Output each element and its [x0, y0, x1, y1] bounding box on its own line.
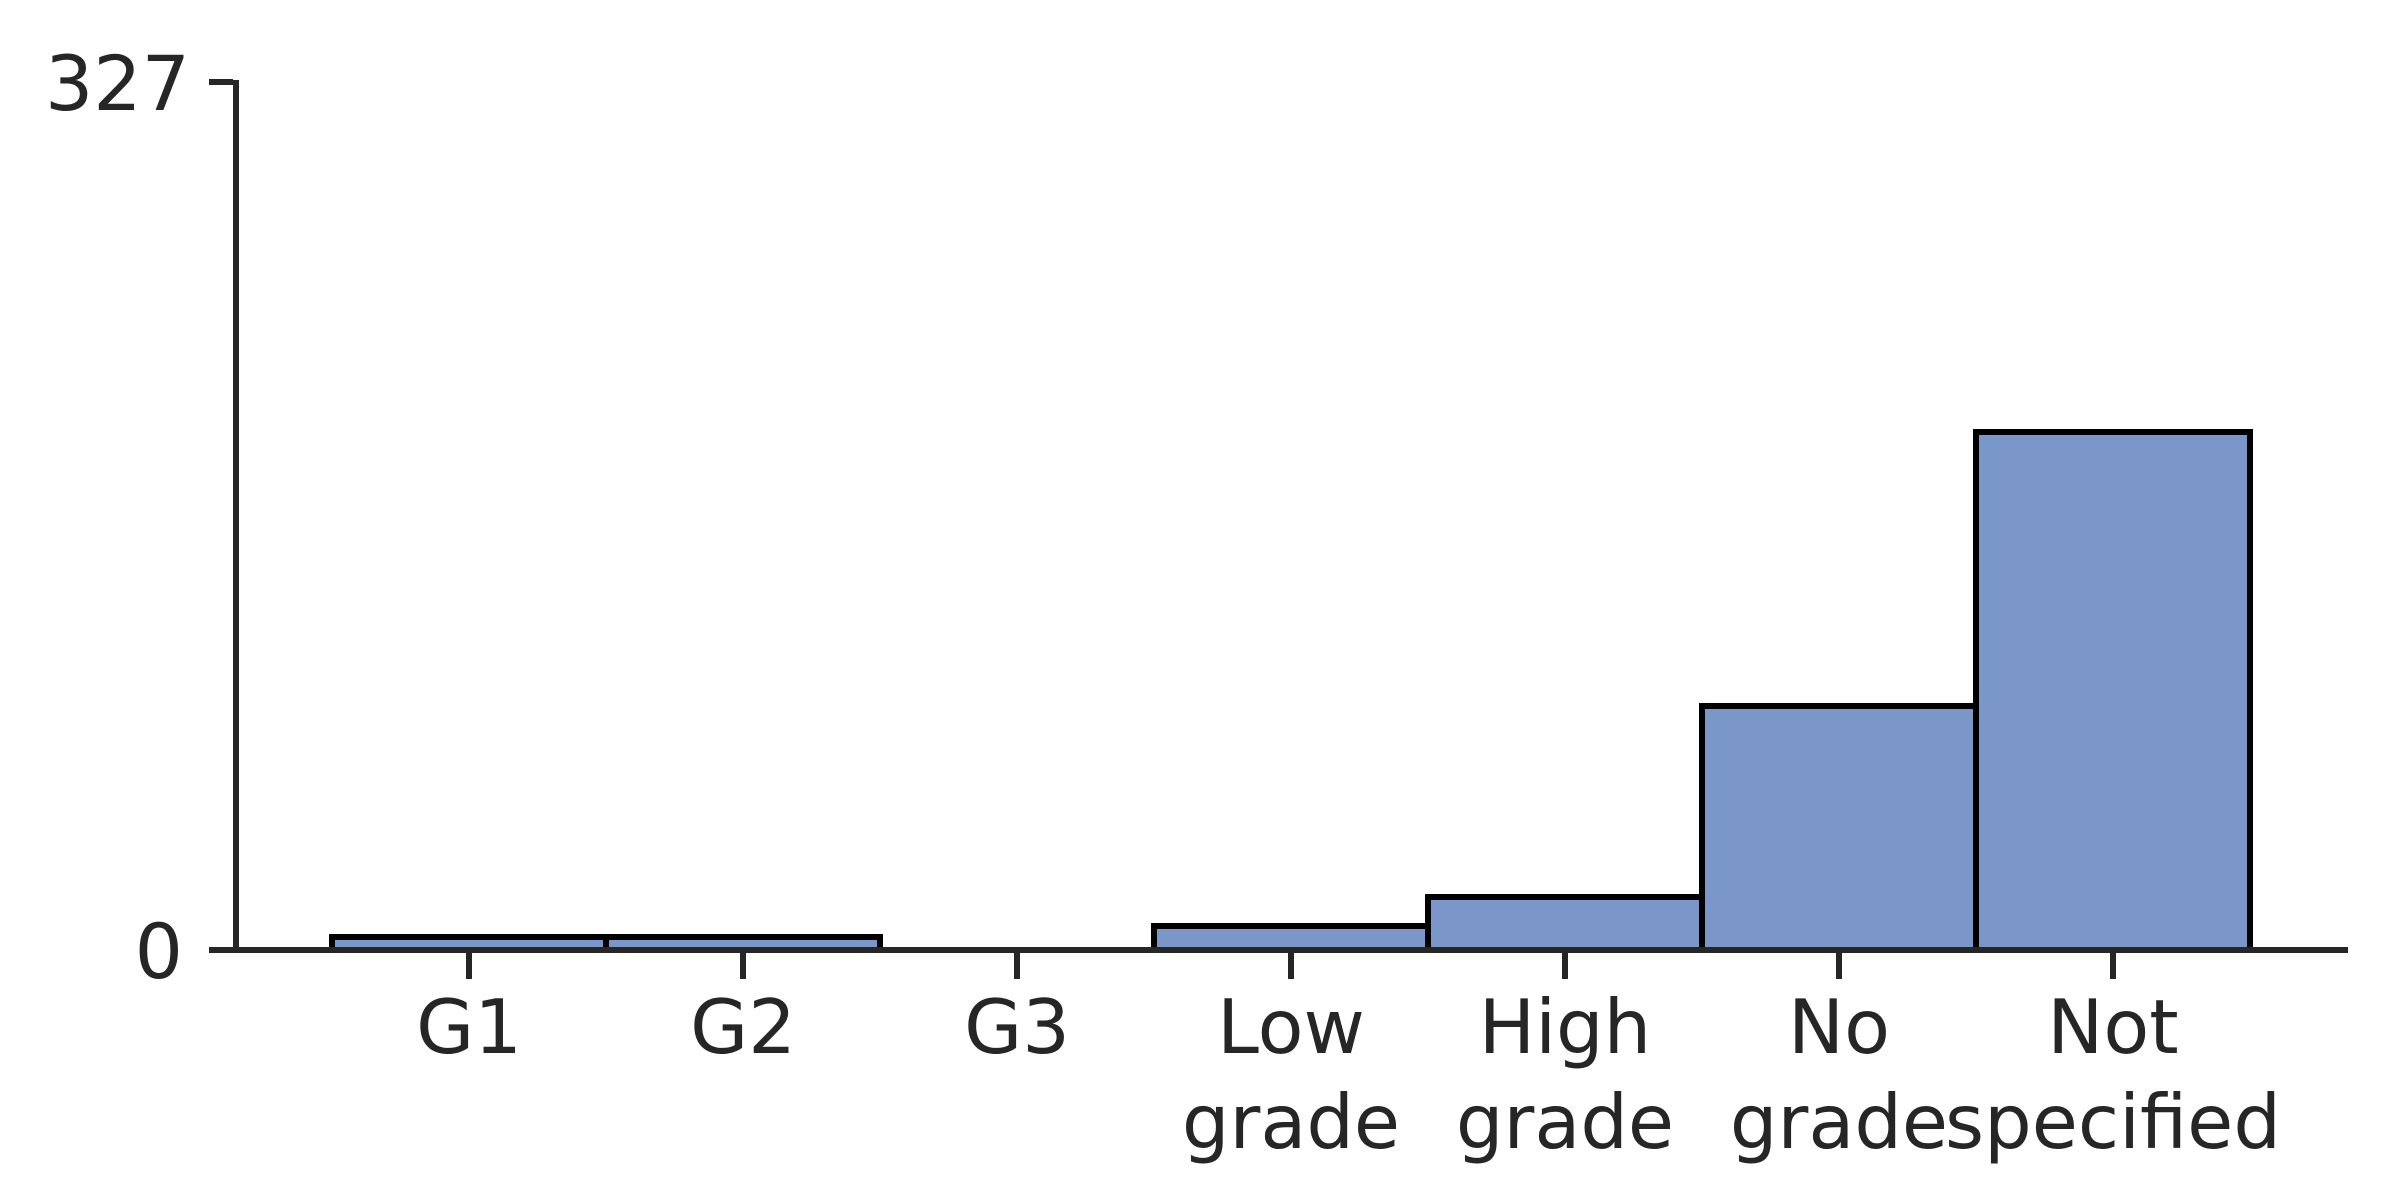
x-axis-label-line: G2 — [690, 983, 796, 1071]
x-axis-label-not-specified: Not specified — [1853, 980, 2373, 1170]
y-axis-label-327: 327 — [44, 39, 190, 128]
bar-no-grade — [1699, 702, 1979, 953]
y-axis-tick-max — [209, 79, 233, 85]
x-axis-label-low-grade: Low grade — [1031, 980, 1551, 1170]
x-axis-tick-g1 — [466, 953, 472, 979]
y-axis-line — [233, 80, 239, 953]
x-axis-tick-not-specified — [2110, 953, 2116, 979]
x-axis-label-g1: G1 — [209, 980, 729, 1075]
x-axis-line — [233, 947, 2348, 953]
x-axis-label-line: G3 — [964, 983, 1070, 1071]
bar-not-specified — [1973, 429, 2253, 953]
x-axis-label-no-grade: No grade — [1579, 980, 2099, 1170]
x-axis-label-high-grade: High grade — [1305, 980, 1825, 1170]
x-axis-label-line: Not — [2047, 983, 2179, 1071]
y-axis-label-0: 0 — [134, 907, 183, 996]
x-axis-label-line: G1 — [416, 983, 522, 1071]
x-axis-label-line: specified — [1945, 1078, 2281, 1166]
x-axis-tick-g3 — [1014, 953, 1020, 979]
x-axis-label-line: No — [1788, 983, 1890, 1071]
x-axis-label-g2: G2 — [483, 980, 1003, 1075]
x-axis-label-line: grade — [1729, 1078, 1949, 1166]
y-axis-tick-zero — [209, 947, 233, 953]
x-axis-tick-no-grade — [1836, 953, 1842, 979]
x-axis-tick-high-grade — [1562, 953, 1568, 979]
x-axis-tick-g2 — [740, 953, 746, 979]
x-axis-label-line: Low — [1217, 983, 1365, 1071]
x-axis-label-line: grade — [1455, 1078, 1675, 1166]
x-axis-tick-low-grade — [1288, 953, 1294, 979]
x-axis-label-g3: G3 — [757, 980, 1277, 1075]
x-axis-label-line: High — [1478, 983, 1652, 1071]
x-axis-label-line: grade — [1181, 1078, 1401, 1166]
bar-high-grade — [1425, 893, 1705, 953]
